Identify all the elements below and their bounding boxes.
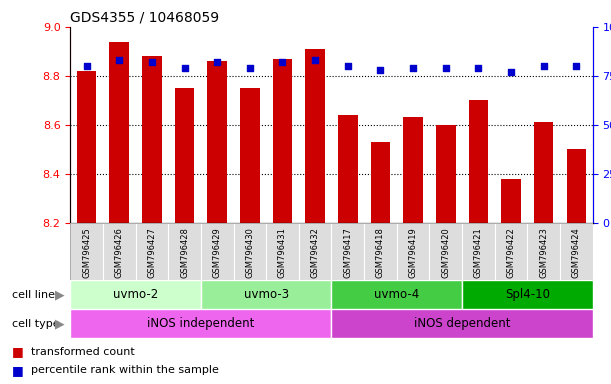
Bar <box>364 223 397 280</box>
Text: GSM796424: GSM796424 <box>572 227 581 278</box>
Bar <box>462 280 593 309</box>
Text: GSM796426: GSM796426 <box>115 227 124 278</box>
Text: GSM796418: GSM796418 <box>376 227 385 278</box>
Point <box>408 65 418 71</box>
Point <box>212 59 222 65</box>
Bar <box>331 223 364 280</box>
Text: GSM796429: GSM796429 <box>213 227 222 278</box>
Text: GSM796427: GSM796427 <box>147 227 156 278</box>
Text: GSM796425: GSM796425 <box>82 227 91 278</box>
Text: GSM796423: GSM796423 <box>539 227 548 278</box>
Text: Spl4-10: Spl4-10 <box>505 288 550 301</box>
Bar <box>70 280 201 309</box>
Text: GSM796420: GSM796420 <box>441 227 450 278</box>
Point <box>441 65 451 71</box>
Bar <box>338 115 357 223</box>
Text: cell type: cell type <box>12 318 60 329</box>
Text: GSM796431: GSM796431 <box>278 227 287 278</box>
Text: GSM796432: GSM796432 <box>310 227 320 278</box>
Bar <box>566 149 586 223</box>
Text: iNOS dependent: iNOS dependent <box>414 317 510 330</box>
Bar <box>109 41 129 223</box>
Bar <box>469 100 488 223</box>
Text: GSM796422: GSM796422 <box>507 227 516 278</box>
Point <box>245 65 255 71</box>
Bar <box>70 223 103 280</box>
Point <box>343 63 353 69</box>
Text: uvmo-3: uvmo-3 <box>244 288 289 301</box>
Bar <box>403 118 423 223</box>
Bar <box>201 223 233 280</box>
Point <box>277 59 287 65</box>
Text: ▶: ▶ <box>55 288 65 301</box>
Text: ■: ■ <box>12 364 24 377</box>
Bar <box>436 125 456 223</box>
Bar <box>266 223 299 280</box>
Point <box>474 65 483 71</box>
Point <box>114 57 124 63</box>
Point <box>82 63 92 69</box>
Text: uvmo-4: uvmo-4 <box>374 288 419 301</box>
Bar <box>299 223 331 280</box>
Text: percentile rank within the sample: percentile rank within the sample <box>31 365 218 375</box>
Point <box>539 63 549 69</box>
Text: GSM796417: GSM796417 <box>343 227 353 278</box>
Text: ▶: ▶ <box>55 317 65 330</box>
Bar <box>331 280 462 309</box>
Point <box>147 59 157 65</box>
Bar <box>306 49 325 223</box>
Text: GSM796419: GSM796419 <box>409 227 417 278</box>
Text: ■: ■ <box>12 345 24 358</box>
Bar <box>430 223 462 280</box>
Point <box>506 69 516 75</box>
Bar <box>501 179 521 223</box>
Bar <box>207 61 227 223</box>
Bar <box>136 223 168 280</box>
Point <box>310 57 320 63</box>
Point <box>376 67 386 73</box>
Point <box>571 63 581 69</box>
Text: cell line: cell line <box>12 290 55 300</box>
Bar <box>240 88 260 223</box>
Bar <box>331 309 593 338</box>
Bar <box>77 71 97 223</box>
Bar <box>70 309 331 338</box>
Bar <box>103 223 136 280</box>
Bar <box>168 223 201 280</box>
Bar <box>201 280 331 309</box>
Text: GSM796430: GSM796430 <box>246 227 254 278</box>
Text: GSM796428: GSM796428 <box>180 227 189 278</box>
Text: transformed count: transformed count <box>31 347 134 357</box>
Bar <box>142 56 162 223</box>
Text: uvmo-2: uvmo-2 <box>113 288 158 301</box>
Text: iNOS independent: iNOS independent <box>147 317 255 330</box>
Bar <box>534 122 554 223</box>
Bar <box>527 223 560 280</box>
Bar <box>175 88 194 223</box>
Bar <box>397 223 430 280</box>
Bar <box>560 223 593 280</box>
Bar <box>495 223 527 280</box>
Text: GDS4355 / 10468059: GDS4355 / 10468059 <box>70 10 219 24</box>
Text: GSM796421: GSM796421 <box>474 227 483 278</box>
Bar <box>371 142 390 223</box>
Bar <box>462 223 495 280</box>
Bar <box>233 223 266 280</box>
Bar <box>273 59 292 223</box>
Point <box>180 65 189 71</box>
